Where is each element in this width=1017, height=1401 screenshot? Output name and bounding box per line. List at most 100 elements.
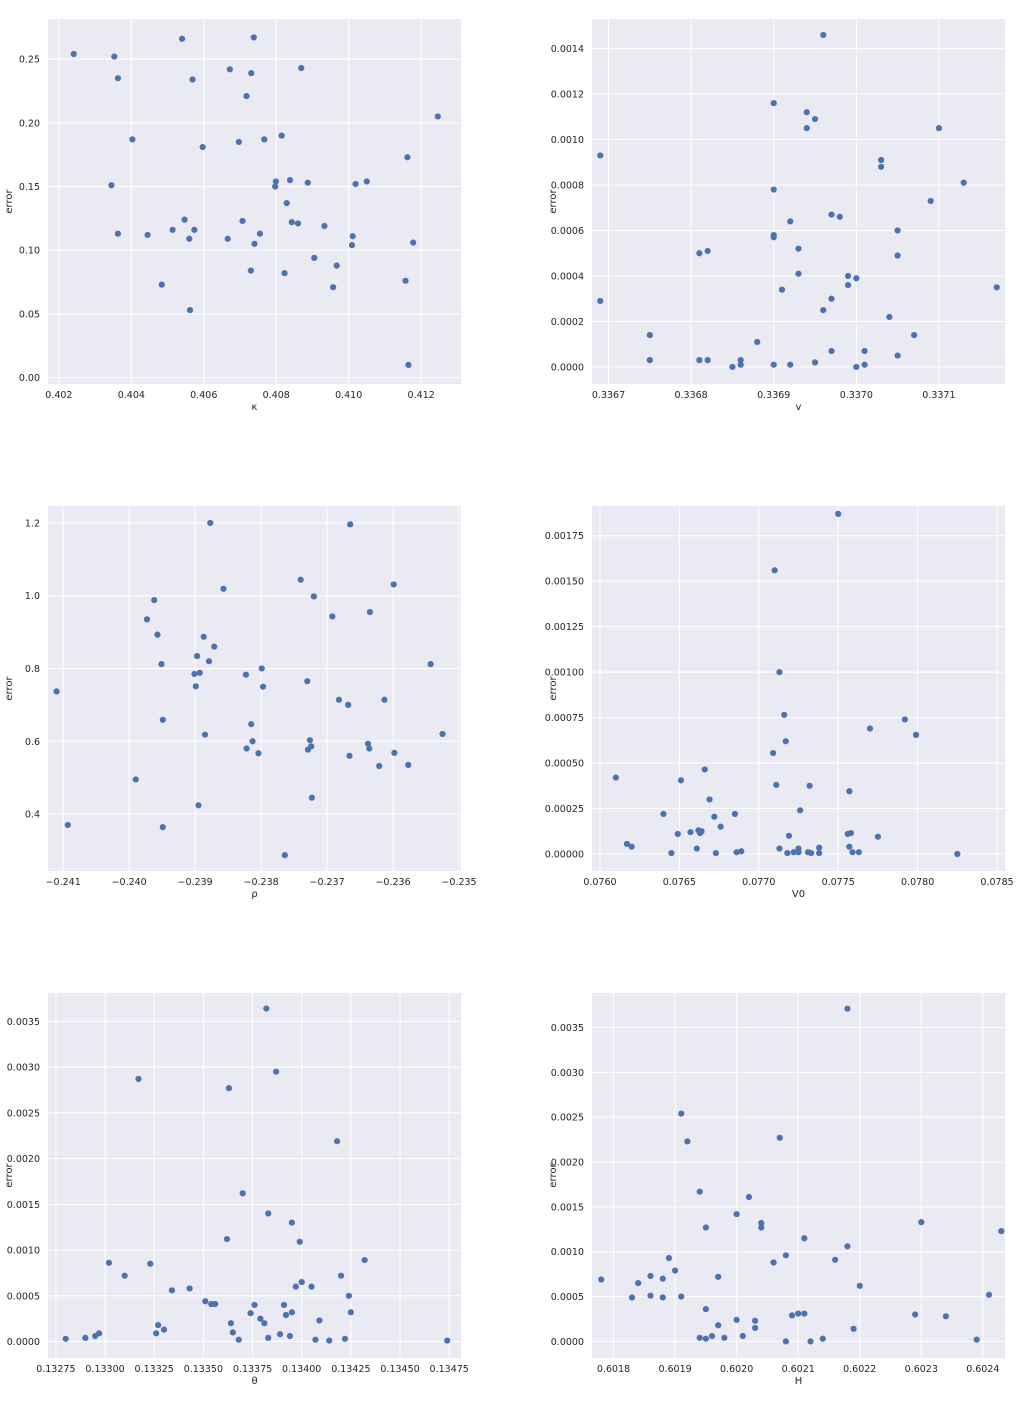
x-tick-label: −0.241 <box>46 877 81 888</box>
data-point <box>202 1298 209 1305</box>
data-point <box>259 683 267 690</box>
data-point <box>796 807 804 814</box>
data-point <box>696 1188 703 1195</box>
data-point <box>169 226 176 233</box>
data-point <box>828 211 835 218</box>
y-axis-label: error <box>548 189 559 214</box>
plot-background <box>48 993 461 1358</box>
data-point <box>227 1320 234 1327</box>
y-tick-label: 0.0035 <box>7 1017 40 1028</box>
plot-background <box>48 506 461 871</box>
data-point <box>628 843 635 850</box>
data-point <box>698 828 705 835</box>
data-point <box>154 631 161 638</box>
data-point <box>708 1332 716 1340</box>
x-tick-label: 0.0780 <box>901 877 934 888</box>
data-point <box>181 216 188 223</box>
data-point <box>702 1306 709 1313</box>
data-point <box>739 1332 746 1340</box>
data-point <box>272 183 279 190</box>
data-point <box>853 363 860 371</box>
data-point <box>795 270 802 277</box>
data-point <box>311 254 318 261</box>
x-tick-label: 0.13425 <box>331 1364 370 1375</box>
y-tick-label: 0.0014 <box>551 44 584 55</box>
y-tick-label: 0.00100 <box>545 668 584 679</box>
plot-background <box>48 19 461 384</box>
data-point <box>239 1190 246 1197</box>
data-point <box>304 678 311 685</box>
y-tick-label: 0.0025 <box>7 1108 40 1119</box>
y-tick-label: 0.0015 <box>7 1200 40 1211</box>
data-point <box>702 1224 709 1231</box>
data-point <box>207 519 214 527</box>
data-point <box>348 242 356 249</box>
data-point <box>787 361 794 368</box>
data-point <box>205 658 213 665</box>
data-point <box>704 247 711 255</box>
y-tick-label: 0.0002 <box>551 317 584 328</box>
x-axis-label: θ <box>251 1376 257 1387</box>
data-point <box>298 1278 305 1286</box>
data-point <box>296 1238 303 1245</box>
x-tick-label: 0.13350 <box>184 1364 223 1375</box>
data-point <box>960 179 967 186</box>
data-point <box>242 671 250 678</box>
data-point <box>886 313 893 321</box>
data-point <box>717 823 724 830</box>
y-tick-label: 0.00000 <box>545 849 584 860</box>
y-tick-label: 0.00150 <box>545 577 584 588</box>
data-point <box>752 1324 759 1332</box>
x-tick-label: 0.13450 <box>380 1364 419 1375</box>
x-tick-label: 0.13400 <box>282 1364 321 1375</box>
data-point <box>894 252 901 259</box>
data-point <box>439 730 446 738</box>
data-point <box>855 849 862 856</box>
y-tick-label: 0.0030 <box>7 1063 40 1074</box>
x-tick-label: 0.0765 <box>663 877 696 888</box>
data-point <box>347 521 354 528</box>
x-tick-label: 0.6023 <box>905 1364 938 1375</box>
data-point <box>258 665 265 672</box>
data-point <box>223 1235 231 1243</box>
data-point <box>404 154 411 161</box>
data-point <box>294 220 302 227</box>
data-point <box>249 738 256 745</box>
data-point <box>770 186 777 193</box>
data-point <box>856 1282 863 1289</box>
data-point <box>677 777 685 784</box>
data-point <box>326 1337 333 1344</box>
data-point <box>337 1272 345 1279</box>
scatter-panel-6: 0.6018 0.6019 0.6020 0.6021 0.6022 0.6023 0.60… <box>548 993 1005 1387</box>
data-point <box>391 749 398 756</box>
data-point <box>308 794 315 801</box>
data-point <box>671 1267 679 1274</box>
data-point <box>321 222 328 230</box>
data-point <box>816 849 823 857</box>
y-axis-label: error <box>548 676 559 701</box>
y-tick-label: 1.0 <box>25 591 40 602</box>
plot-background <box>592 506 1005 871</box>
data-point <box>192 683 199 690</box>
y-tick-label: 0.0025 <box>551 1113 584 1124</box>
data-point <box>678 1110 685 1117</box>
data-point <box>281 270 288 277</box>
data-point <box>687 829 694 836</box>
data-point <box>335 696 343 703</box>
x-tick-label: 0.6021 <box>782 1364 815 1375</box>
x-tick-label: 0.0770 <box>742 877 775 888</box>
data-point <box>196 669 203 676</box>
data-point <box>901 716 909 723</box>
data-point <box>790 849 797 856</box>
y-tick-label: 0.0035 <box>551 1023 584 1034</box>
x-tick-label: 0.13300 <box>85 1364 124 1375</box>
data-point <box>334 1138 341 1145</box>
data-point <box>220 585 227 592</box>
data-point <box>853 275 860 282</box>
x-tick-label: 0.3368 <box>674 390 707 401</box>
data-point <box>737 357 744 364</box>
data-point <box>847 829 855 837</box>
data-point <box>861 361 868 368</box>
data-point <box>250 34 257 41</box>
data-point <box>256 230 264 237</box>
